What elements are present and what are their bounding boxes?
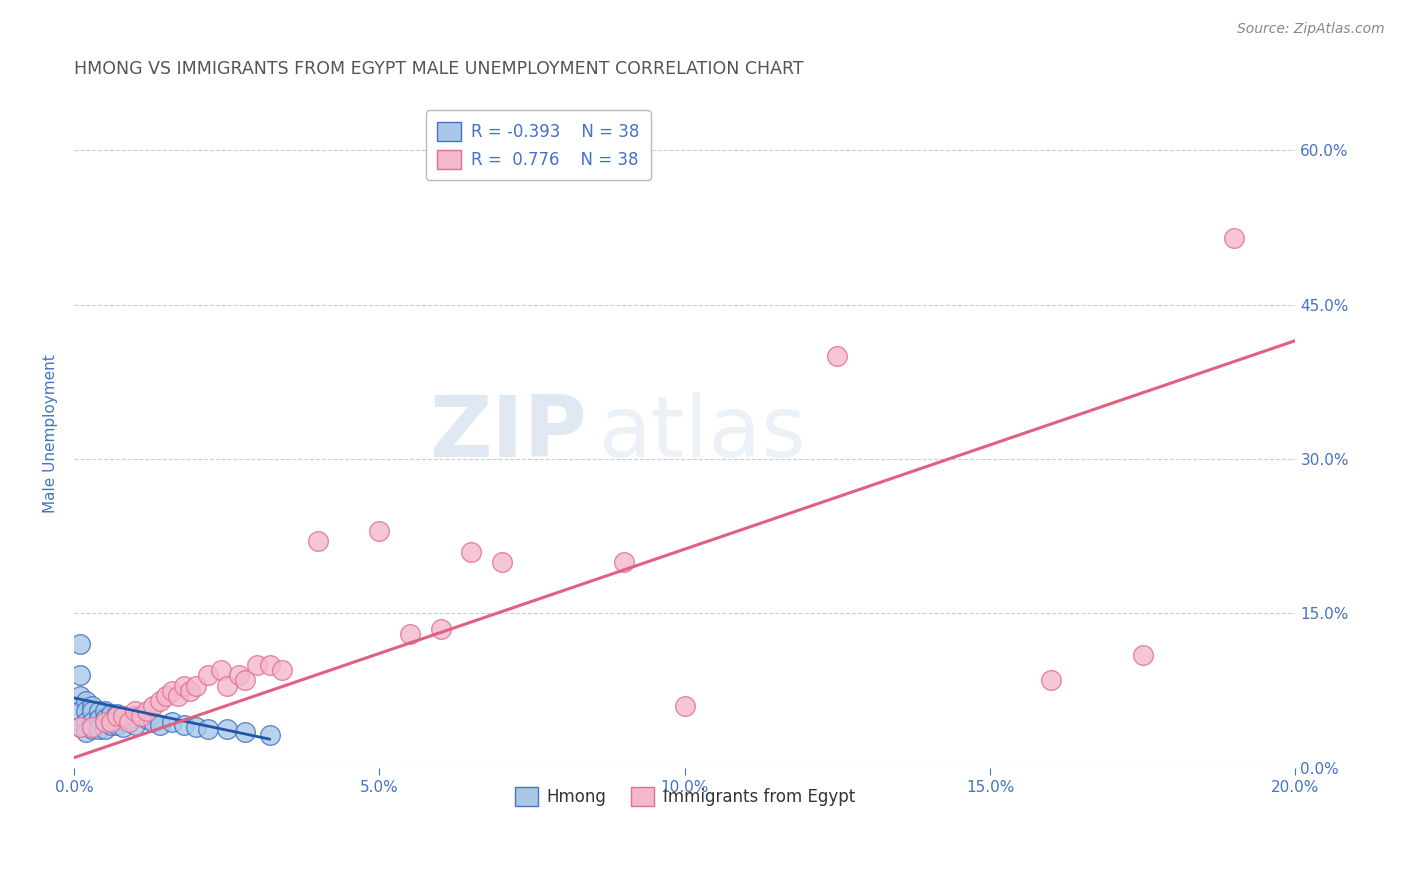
Text: Source: ZipAtlas.com: Source: ZipAtlas.com — [1237, 22, 1385, 37]
Point — [87, 704, 110, 718]
Point — [87, 712, 110, 726]
Point — [1223, 230, 1246, 244]
Point — [160, 714, 183, 729]
Point — [399, 627, 422, 641]
Point — [111, 709, 134, 723]
Point — [75, 704, 97, 718]
Point — [118, 714, 141, 729]
Point — [246, 657, 269, 672]
Point — [167, 689, 190, 703]
Point — [124, 704, 146, 718]
Point — [105, 707, 128, 722]
Point — [124, 709, 146, 723]
Point — [100, 707, 122, 722]
Point — [111, 720, 134, 734]
Point — [93, 714, 115, 729]
Point — [93, 722, 115, 736]
Text: atlas: atlas — [599, 392, 807, 475]
Point — [69, 689, 91, 703]
Point — [149, 717, 172, 731]
Point — [105, 717, 128, 731]
Point — [142, 714, 165, 729]
Point — [69, 668, 91, 682]
Point — [75, 725, 97, 739]
Point — [93, 704, 115, 718]
Point — [129, 709, 152, 723]
Point — [69, 704, 91, 718]
Point — [69, 637, 91, 651]
Point — [429, 622, 451, 636]
Point — [75, 714, 97, 729]
Point — [149, 694, 172, 708]
Point — [136, 712, 159, 726]
Point — [136, 704, 159, 718]
Point — [124, 717, 146, 731]
Point — [69, 720, 91, 734]
Point — [82, 699, 104, 714]
Point — [142, 699, 165, 714]
Point — [307, 534, 329, 549]
Point — [69, 720, 91, 734]
Point — [233, 725, 256, 739]
Point — [673, 699, 696, 714]
Point — [160, 683, 183, 698]
Point — [215, 722, 238, 736]
Point — [111, 709, 134, 723]
Point — [179, 683, 201, 698]
Point — [186, 679, 208, 693]
Point — [270, 663, 292, 677]
Point — [215, 679, 238, 693]
Point — [197, 668, 219, 682]
Point — [209, 663, 232, 677]
Point — [100, 714, 122, 729]
Point — [82, 720, 104, 734]
Point — [155, 689, 177, 703]
Point — [82, 722, 104, 736]
Point — [100, 717, 122, 731]
Point — [186, 720, 208, 734]
Point — [259, 728, 281, 742]
Point — [197, 722, 219, 736]
Point — [105, 709, 128, 723]
Point — [82, 704, 104, 718]
Point — [613, 555, 636, 569]
Point — [827, 349, 849, 363]
Legend: Hmong, Immigrants from Egypt: Hmong, Immigrants from Egypt — [508, 780, 862, 814]
Text: ZIP: ZIP — [429, 392, 588, 475]
Point — [491, 555, 513, 569]
Point — [228, 668, 250, 682]
Y-axis label: Male Unemployment: Male Unemployment — [44, 354, 58, 513]
Point — [1132, 648, 1154, 662]
Point — [118, 712, 141, 726]
Point — [87, 722, 110, 736]
Point — [460, 544, 482, 558]
Point — [259, 657, 281, 672]
Point — [368, 524, 391, 538]
Point — [93, 712, 115, 726]
Point — [173, 679, 195, 693]
Point — [75, 694, 97, 708]
Point — [233, 673, 256, 688]
Point — [173, 717, 195, 731]
Text: HMONG VS IMMIGRANTS FROM EGYPT MALE UNEMPLOYMENT CORRELATION CHART: HMONG VS IMMIGRANTS FROM EGYPT MALE UNEM… — [75, 60, 804, 78]
Point — [82, 714, 104, 729]
Point — [1040, 673, 1063, 688]
